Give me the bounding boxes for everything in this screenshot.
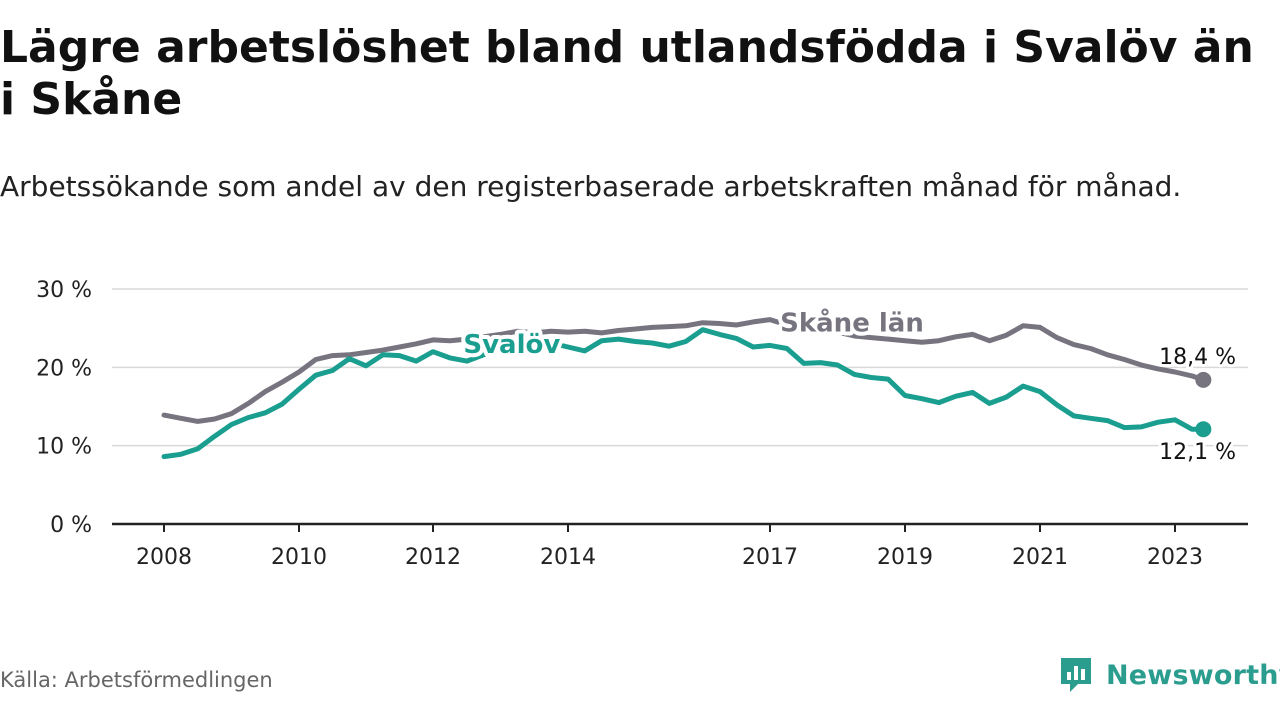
grid-layer	[112, 288, 1248, 447]
x-tick-label: 2023	[1147, 545, 1203, 570]
end-value-label-svalov: 12,1 %	[1159, 440, 1236, 465]
x-axis: 2008 2010 2012 2014 2017 2019 2021 2023	[112, 522, 1248, 570]
series-label-skane: Skåne län	[780, 306, 924, 338]
chart-subtitle: Arbetssökande som andel av den registerb…	[0, 170, 1182, 203]
x-tick-label: 2017	[742, 545, 798, 570]
y-tick-label: 30 %	[36, 278, 92, 303]
x-tick-label: 2008	[136, 545, 192, 570]
series-layer	[161, 317, 1212, 460]
newsworthy-logo[interactable]: Newsworthy	[1058, 654, 1280, 696]
brand-name: Newsworthy	[1106, 659, 1280, 691]
series-end-marker-skane	[1195, 371, 1212, 388]
end-value-label-skane: 18,4 %	[1159, 345, 1236, 370]
y-tick-label: 0 %	[50, 513, 92, 538]
x-tick-label: 2021	[1012, 545, 1068, 570]
series-line-skane	[161, 317, 1206, 424]
x-tick-label: 2014	[540, 545, 596, 570]
series-end-marker-svalov	[1195, 421, 1212, 438]
chart-title: Lägre arbetslöshet bland utlandsfödda i …	[0, 22, 1254, 125]
x-tick-label: 2012	[405, 545, 461, 570]
label-layer: Skåne län Svalöv 18,4 % 12,1 %	[459, 302, 1239, 468]
series-label-svalov: Svalöv	[463, 330, 560, 360]
y-axis: 0 % 10 % 20 % 30 %	[36, 278, 92, 538]
series-line-svalov	[161, 327, 1206, 460]
x-tick-label: 2019	[877, 545, 933, 570]
x-tick-label: 2010	[271, 545, 327, 570]
source-note: Källa: Arbetsförmedlingen	[0, 668, 273, 692]
y-tick-label: 20 %	[36, 356, 92, 381]
y-tick-label: 10 %	[36, 435, 92, 460]
newsworthy-logo-icon	[1061, 658, 1091, 692]
